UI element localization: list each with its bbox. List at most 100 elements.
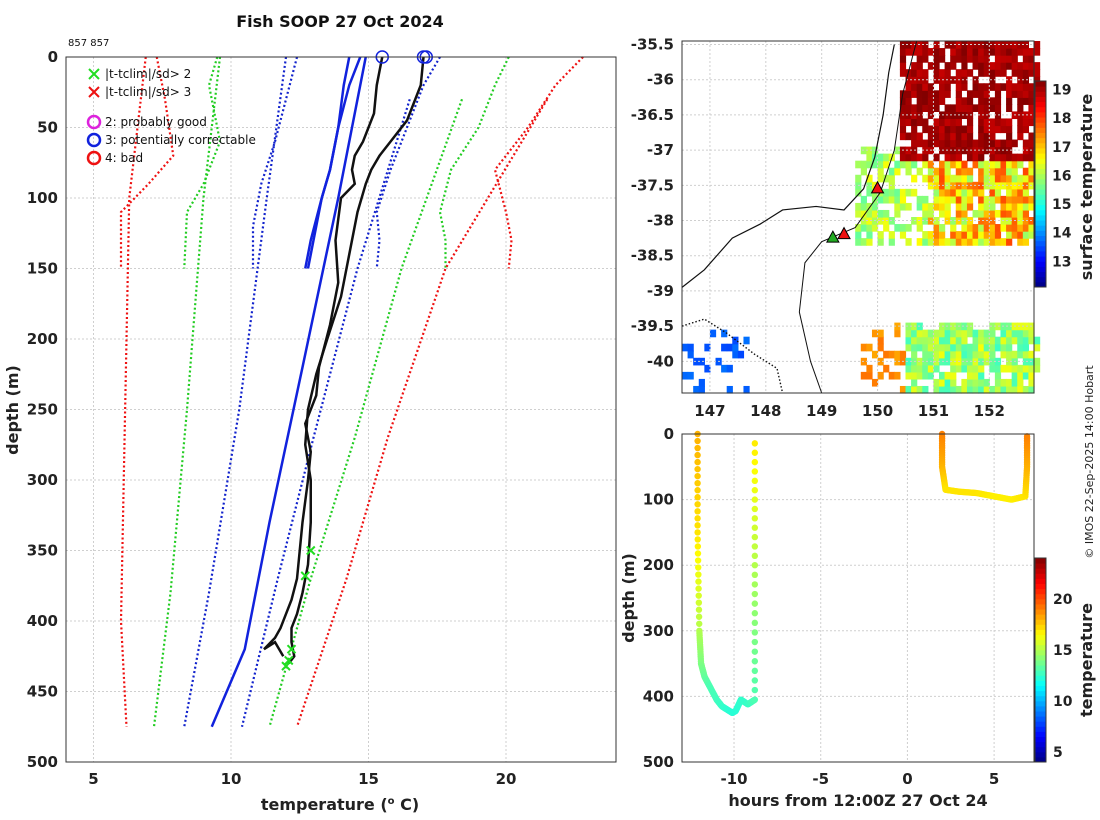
sst-cell: [894, 357, 901, 366]
sst-cell: [1017, 181, 1024, 190]
sst-cell: [1028, 104, 1035, 112]
sst-cell: [899, 125, 907, 134]
depth-time-point: [694, 536, 701, 543]
sst-cell: [933, 336, 940, 345]
sst-cell: [950, 385, 957, 394]
sst-cell: [944, 343, 951, 352]
sst-cell: [916, 132, 923, 141]
sst-cell: [871, 224, 879, 232]
sst-cell: [939, 231, 946, 239]
sst-cell: [994, 336, 1002, 345]
x-tick-label: 20: [496, 770, 517, 788]
sst-cell: [1011, 195, 1018, 204]
sst-cell: [1011, 174, 1018, 183]
sst-cell: [1028, 224, 1035, 232]
sst-cell: [983, 90, 990, 98]
sst-cell: [983, 385, 990, 394]
sst-cell: [1000, 139, 1007, 148]
sst-cell: [978, 231, 985, 239]
sst-cell: [1022, 209, 1030, 218]
y-tick-label: 400: [27, 612, 58, 630]
sst-cell: [922, 139, 929, 148]
sst-cell: [944, 378, 951, 387]
sst-cell: [1028, 231, 1035, 239]
sst-cell: [709, 329, 717, 338]
sst-cell: [911, 160, 918, 169]
sst-cell: [905, 167, 912, 176]
colorbar-segment: [1035, 609, 1046, 615]
sst-cell: [978, 83, 985, 91]
sst-cell: [972, 90, 979, 98]
sst-cell: [1022, 83, 1030, 91]
sst-cell: [927, 231, 935, 239]
sst-cell: [955, 90, 962, 98]
sst-cell: [916, 48, 923, 56]
sst-cell: [939, 167, 946, 176]
sst-cell: [939, 55, 946, 63]
sst-cell: [927, 139, 935, 148]
sst-cell: [905, 238, 912, 246]
sst-cell: [1006, 146, 1013, 155]
sst-cell: [961, 160, 968, 169]
sst-cell: [994, 48, 1002, 56]
sst-cell: [1000, 209, 1007, 218]
sst-cell: [950, 132, 957, 141]
sst-cell: [978, 97, 985, 105]
sst-cell: [994, 125, 1002, 134]
sst-cell: [1000, 160, 1007, 169]
sst-cell: [989, 167, 996, 176]
depth-time-point: [751, 552, 759, 560]
sst-cell: [1017, 385, 1024, 394]
colorbar-segment: [1035, 685, 1046, 692]
sst-cell: [1017, 125, 1024, 134]
sst-cell: [933, 202, 940, 211]
x-axis-label: temperature (o C): [261, 795, 419, 814]
y-tick-label: 450: [27, 683, 58, 701]
colorbar-tick-label: 15: [1052, 197, 1071, 213]
sst-cell: [978, 181, 985, 190]
colorbar-frame: [1034, 557, 1047, 763]
sst-cell: [983, 174, 990, 183]
sst-cell: [989, 188, 996, 197]
sst-cell: [877, 217, 884, 225]
sst-cell: [978, 111, 985, 120]
depth-time-point: [751, 600, 759, 607]
colorbar-tick-label: 20: [1053, 592, 1073, 608]
sst-cell: [944, 104, 951, 112]
sst-cell: [983, 343, 990, 352]
colorbar-segment: [1035, 721, 1046, 727]
sst-cell: [933, 62, 940, 70]
depth-time-point: [694, 451, 701, 459]
colorbar-segment: [1035, 700, 1046, 707]
sst-cell: [966, 329, 974, 338]
cast-id-label: 857 857: [68, 38, 109, 49]
sst-cell: [1011, 350, 1018, 359]
sst-cell: [983, 209, 990, 218]
sst-cell: [950, 48, 957, 56]
colorbar-segment: [1035, 178, 1046, 185]
map-x-tick-label: 152: [974, 402, 1005, 420]
sst-cell: [1022, 202, 1030, 211]
sst-cell: [877, 174, 884, 183]
colorbar-segment: [1035, 209, 1046, 216]
sst-cell: [989, 217, 996, 225]
sst-cell: [955, 97, 962, 105]
depth-time-point: [751, 543, 759, 550]
sst-cell: [1011, 69, 1018, 77]
sst-cell: [1017, 174, 1024, 183]
climatology-sd-line: [183, 56, 222, 269]
depth-time-point: [696, 620, 703, 627]
climatology-sd-line: [493, 56, 584, 269]
sst-cell: [966, 188, 974, 197]
sst-cell: [866, 217, 873, 225]
y-axis-label: depth (m): [3, 365, 22, 455]
sst-cell: [905, 104, 912, 112]
sst-cell: [950, 378, 957, 387]
sst-cell: [1011, 160, 1018, 169]
sst-cell: [966, 378, 974, 387]
sst-cell: [682, 343, 689, 352]
sst-cell: [1028, 202, 1035, 211]
sst-cell: [1006, 76, 1013, 84]
sst-cell: [994, 224, 1002, 232]
sst-cell: [1022, 371, 1030, 380]
